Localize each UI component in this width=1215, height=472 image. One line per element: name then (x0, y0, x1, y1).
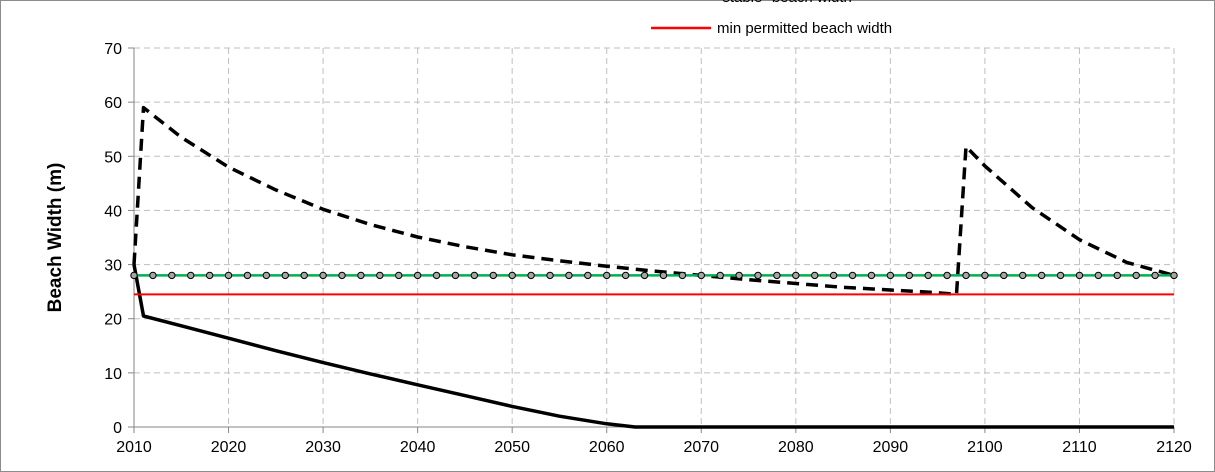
stable-marker (319, 271, 327, 280)
stable-marker (243, 271, 252, 280)
stable-marker (1019, 271, 1027, 280)
stable-marker (584, 271, 592, 280)
y-tick-label: 40 (104, 203, 122, 220)
series-layer (130, 105, 1178, 429)
stable-marker (224, 271, 233, 280)
stable-marker (168, 271, 176, 280)
stable-marker (924, 271, 932, 280)
stable-marker (1056, 271, 1065, 280)
stable-marker (281, 271, 289, 280)
stable-marker (130, 271, 138, 280)
x-tick-label: 2060 (589, 439, 625, 456)
stable-marker (262, 271, 271, 280)
x-tick-label: 2080 (778, 439, 814, 456)
stable-marker (792, 271, 800, 280)
stable-marker (962, 271, 970, 280)
stable-marker (1151, 271, 1159, 280)
stable-marker (886, 271, 895, 280)
stable-marker (867, 271, 876, 280)
x-tick-label: 2120 (1156, 439, 1192, 456)
x-tick-label: 2070 (683, 439, 719, 456)
stable-marker (205, 271, 214, 280)
stable-marker (829, 271, 838, 280)
stable-marker (470, 271, 479, 280)
legend-label: "stable" beach width (717, 0, 852, 6)
stable-marker (1113, 271, 1121, 280)
stable-marker (697, 271, 705, 280)
stable-marker (565, 271, 573, 280)
stable-marker (508, 271, 516, 280)
stable-marker (621, 271, 630, 280)
x-tick-label: 2010 (116, 439, 152, 456)
x-tick-label: 2090 (873, 439, 909, 456)
stable-marker (905, 271, 913, 280)
y-tick-label: 20 (104, 312, 122, 329)
y-tick-label: 0 (113, 420, 122, 437)
stable-marker (943, 271, 951, 280)
stable-marker (1000, 271, 1008, 280)
stable-marker (395, 271, 403, 280)
x-tick-label: 2020 (211, 439, 247, 456)
stable-marker (149, 271, 157, 280)
stable-marker (489, 271, 497, 280)
stable-marker (527, 271, 535, 280)
stable-marker (678, 271, 687, 280)
stable-marker (640, 271, 649, 280)
stable-marker (1094, 271, 1103, 280)
series-line-solid (132, 264, 1174, 429)
stable-marker (1132, 271, 1140, 280)
stable-marker (716, 271, 724, 280)
stable-marker (603, 271, 611, 280)
x-tick-label: 2050 (494, 439, 530, 456)
grid-lines (134, 47, 1175, 427)
y-tick-label: 10 (104, 366, 122, 383)
legend-label: min permitted beach width (717, 20, 892, 37)
y-tick-label: 30 (104, 258, 122, 275)
stable-marker (451, 271, 460, 280)
stable-marker (848, 271, 857, 280)
stable-marker (357, 271, 365, 280)
y-tick-label: 60 (104, 95, 122, 112)
stable-marker (300, 271, 308, 280)
stable-marker (338, 271, 346, 280)
stable-marker (1075, 271, 1084, 280)
x-tick-label: 2040 (400, 439, 436, 456)
stable-marker (754, 271, 762, 280)
stable-marker (432, 271, 441, 280)
stable-marker (981, 271, 989, 280)
stable-marker (413, 271, 422, 280)
stable-marker (659, 271, 668, 280)
stable-marker (546, 271, 554, 280)
y-tick-label: 50 (104, 149, 122, 166)
stable-marker (1170, 271, 1178, 280)
x-tick-label: 2030 (305, 439, 341, 456)
stable-marker (376, 271, 384, 280)
y-tick-label: 70 (104, 41, 122, 58)
stable-marker (773, 271, 781, 280)
x-tick-label: 2110 (1062, 439, 1097, 456)
stable-marker (811, 271, 819, 280)
stable-marker (1037, 271, 1046, 280)
series-line-dashed (132, 105, 1175, 297)
stable-marker (735, 271, 743, 280)
stable-marker (187, 271, 195, 280)
x-tick-label: 2100 (967, 439, 1003, 456)
y-axis-label: Beach Width (m) (45, 163, 66, 313)
legend: "stable" beach width min permitted beach … (651, 0, 892, 37)
